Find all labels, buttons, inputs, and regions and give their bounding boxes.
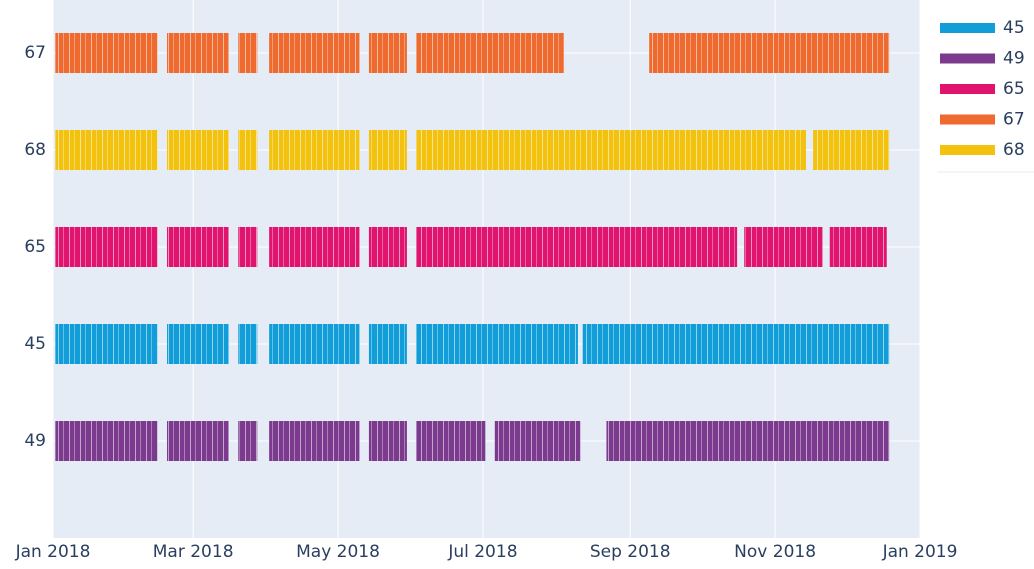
bar-texture <box>55 421 158 461</box>
bar-texture <box>368 324 407 364</box>
bar-texture <box>582 324 890 364</box>
bar-texture <box>269 33 360 73</box>
bar-texture <box>368 130 407 170</box>
bar-texture <box>167 227 229 267</box>
bar-texture <box>238 227 258 267</box>
bar-texture <box>829 227 887 267</box>
bar-texture <box>269 227 360 267</box>
bar-texture <box>238 324 258 364</box>
bar-texture <box>416 421 486 461</box>
x-tick-label: Sep 2018 <box>590 542 671 562</box>
legend-swatch[interactable] <box>940 23 995 33</box>
legend-swatch[interactable] <box>940 53 995 64</box>
x-tick-label: May 2018 <box>296 542 380 562</box>
bar-texture <box>55 227 158 267</box>
bar-texture <box>606 421 890 461</box>
bar-texture <box>55 130 158 170</box>
bar-texture <box>238 33 258 73</box>
x-tick-label: Jul 2018 <box>447 542 517 562</box>
bar-texture <box>368 33 407 73</box>
y-tick-label: 45 <box>24 334 46 354</box>
y-tick-label: 49 <box>24 431 46 451</box>
bar-texture <box>167 33 229 73</box>
bar-texture <box>269 324 360 364</box>
y-tick-label: 65 <box>24 237 46 257</box>
x-tick-label: Jan 2019 <box>882 542 958 562</box>
x-tick-label: Nov 2018 <box>734 542 816 562</box>
legend-label[interactable]: 49 <box>1003 49 1025 69</box>
bar-texture <box>167 130 229 170</box>
bar-texture <box>167 421 229 461</box>
bar-texture <box>238 130 258 170</box>
bar-texture <box>269 421 360 461</box>
bar-texture <box>416 130 806 170</box>
bar-texture <box>55 324 158 364</box>
legend-label[interactable]: 45 <box>1003 18 1025 38</box>
bar-texture <box>238 421 258 461</box>
bar-texture <box>494 421 581 461</box>
legend-swatch[interactable] <box>940 145 995 155</box>
bar-texture <box>416 227 738 267</box>
bar-texture <box>55 33 158 73</box>
bar-texture <box>744 227 823 267</box>
y-tick-label: 68 <box>24 140 46 160</box>
bar-texture <box>368 227 407 267</box>
y-tick-label: 67 <box>24 43 46 63</box>
bar-texture <box>416 324 578 364</box>
bar-texture <box>167 324 229 364</box>
x-tick-label: Jan 2018 <box>15 542 91 562</box>
bar-texture <box>813 130 890 170</box>
legend-label[interactable]: 67 <box>1003 110 1025 130</box>
bar-texture <box>368 421 407 461</box>
bar-texture <box>269 130 360 170</box>
legend-label[interactable]: 68 <box>1003 140 1025 160</box>
bar-texture <box>416 33 564 73</box>
legend-swatch[interactable] <box>940 84 995 94</box>
bar-texture <box>649 33 890 73</box>
legend-label[interactable]: 65 <box>1003 79 1025 99</box>
x-tick-label: Mar 2018 <box>153 542 234 562</box>
legend-swatch[interactable] <box>940 114 995 125</box>
